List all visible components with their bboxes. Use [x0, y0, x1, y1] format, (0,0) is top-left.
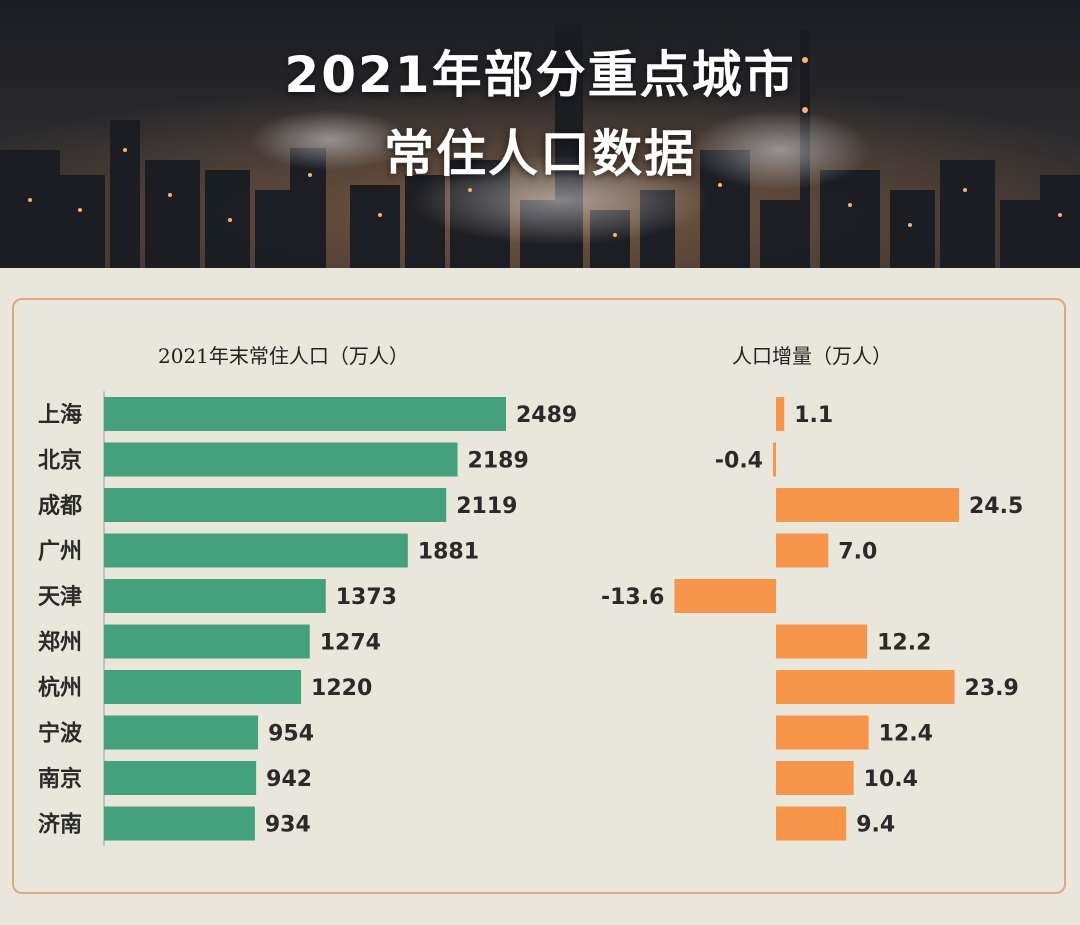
- population-value-label: 1274: [320, 631, 381, 656]
- page-title-line-1: 2021年部分重点城市: [284, 46, 796, 104]
- population-value-label: 934: [265, 813, 311, 838]
- population-value-label: 942: [266, 767, 312, 792]
- increment-bar: [776, 715, 869, 750]
- population-value-label: 954: [268, 722, 314, 747]
- population-value-label: 2489: [516, 403, 577, 428]
- page-title-line-2: 常住人口数据: [384, 125, 696, 183]
- category-label: 济南: [38, 812, 82, 838]
- increment-value-label: -13.6: [601, 585, 664, 610]
- population-bar: [104, 533, 408, 568]
- population-value-label: 1220: [311, 676, 372, 701]
- increment-bar: [776, 624, 868, 659]
- city-night-background: [0, 0, 1080, 268]
- category-label: 成都: [38, 494, 82, 519]
- increment-bar: [776, 806, 847, 841]
- population-bar: [104, 624, 310, 659]
- increment-bar: [776, 761, 854, 795]
- category-label: 宁波: [38, 721, 83, 747]
- increment-bar: [776, 397, 785, 431]
- increment-bar: [776, 488, 959, 522]
- increment-value-label: 12.2: [877, 631, 931, 656]
- category-label: 上海: [38, 402, 82, 428]
- increment-value-label: 9.4: [856, 813, 895, 838]
- increment-value-label: 23.9: [965, 676, 1019, 701]
- population-bar: [104, 806, 255, 841]
- increment-bar: [674, 579, 776, 613]
- population-bar: [104, 715, 259, 750]
- population-value-label: 2189: [468, 449, 529, 474]
- increment-bar: [773, 442, 776, 477]
- category-label: 北京: [38, 448, 82, 474]
- increment-value-label: 10.4: [864, 767, 918, 792]
- category-label: 郑州: [38, 631, 82, 656]
- population-bar: [104, 488, 447, 522]
- increment-value-label: 7.0: [838, 540, 877, 565]
- category-label: 杭州: [38, 675, 82, 701]
- population-bar: [104, 579, 326, 613]
- population-bar: [104, 670, 302, 704]
- increment-bar: [776, 670, 955, 704]
- population-bar: [104, 442, 458, 477]
- population-value-label: 1373: [336, 585, 397, 610]
- increment-chart-title: 人口增量（万人）: [732, 344, 892, 368]
- increment-value-label: -0.4: [715, 449, 763, 474]
- population-value-label: 2119: [456, 494, 517, 519]
- category-label: 广州: [38, 539, 82, 565]
- increment-bar: [776, 533, 829, 568]
- increment-value-label: 12.4: [879, 722, 933, 747]
- increment-value-label: 1.1: [794, 403, 833, 428]
- increment-value-label: 24.5: [969, 494, 1023, 519]
- header-banner: 2021年部分重点城市 常住人口数据: [0, 0, 1080, 268]
- population-value-label: 1881: [418, 540, 479, 565]
- population-chart-title: 2021年末常住人口（万人）: [158, 344, 409, 368]
- category-label: 南京: [38, 766, 82, 792]
- category-label: 天津: [38, 584, 82, 610]
- population-bar: [104, 761, 257, 795]
- population-bar: [104, 397, 506, 431]
